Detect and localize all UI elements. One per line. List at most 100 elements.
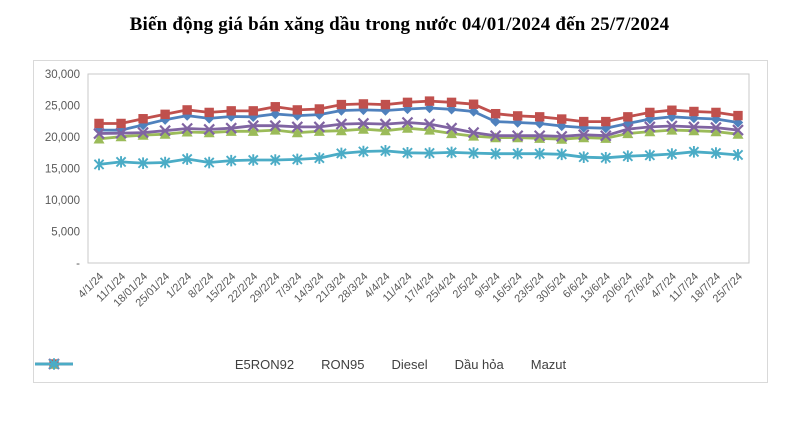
data-point-marker (247, 119, 260, 132)
data-point-marker (401, 116, 414, 129)
legend-item-dầu-hỏa: Dầu hỏa (35, 357, 504, 372)
data-point-marker (204, 107, 214, 118)
data-point-marker (732, 149, 744, 161)
legend-label: Diesel (391, 357, 428, 372)
data-point-marker (424, 147, 435, 159)
data-point-marker (93, 127, 105, 140)
data-point-marker (512, 147, 523, 160)
data-point-marker (137, 157, 149, 169)
data-point-marker (181, 126, 193, 137)
series-line-dầu-hỏa (97, 121, 740, 138)
data-point-marker (490, 147, 501, 160)
data-point-marker (357, 117, 370, 130)
data-point-marker (93, 133, 105, 144)
data-point-marker (622, 128, 634, 139)
data-point-marker (159, 128, 171, 139)
data-point-marker (623, 112, 633, 122)
data-point-marker (115, 127, 127, 139)
data-point-marker (335, 125, 347, 136)
data-point-marker (314, 152, 325, 164)
data-point-marker (402, 146, 413, 159)
data-point-marker (556, 148, 567, 161)
data-point-marker (291, 127, 303, 138)
data-point-marker (468, 147, 479, 159)
data-point-marker (182, 105, 192, 115)
data-point-marker (181, 122, 193, 135)
chart-title: Biến động giá bán xăng dầu trong nước 04… (129, 14, 670, 35)
plot-area-border (87, 73, 750, 264)
data-point-marker (490, 108, 501, 119)
data-point-marker (710, 147, 722, 159)
data-point-marker (732, 128, 744, 139)
data-point-marker (225, 122, 237, 134)
legend-label: Dầu hỏa (454, 357, 504, 372)
data-point-marker (116, 118, 126, 129)
data-point-marker (579, 116, 589, 127)
data-point-marker (336, 99, 347, 110)
data-point-marker (557, 114, 567, 124)
data-point-marker (358, 99, 369, 109)
data-point-marker (534, 147, 545, 160)
data-point-marker (512, 117, 523, 128)
data-point-marker (600, 129, 612, 142)
data-point-marker (226, 106, 236, 116)
data-point-marker (357, 123, 369, 134)
data-point-marker (292, 153, 303, 166)
data-point-marker (379, 125, 391, 136)
y-axis-tick-label: 20,000 (45, 132, 80, 144)
data-point-marker (666, 148, 678, 160)
legend-item-e5ron92: E5RON92 (35, 357, 295, 372)
price-line-chart: -5,00010,00015,00020,00025,00030,0004/1/… (45, 69, 750, 309)
data-point-marker (159, 124, 171, 137)
data-point-marker (247, 126, 259, 136)
data-point-marker (402, 97, 413, 108)
data-point-marker (511, 129, 524, 142)
data-point-marker (710, 113, 722, 125)
data-point-marker (644, 121, 656, 133)
legend-item-diesel: Diesel (35, 357, 428, 372)
data-point-marker (622, 150, 634, 163)
data-point-marker (181, 153, 193, 165)
data-point-marker (336, 147, 347, 160)
data-point-marker (555, 130, 568, 143)
data-point-marker (534, 112, 545, 122)
data-point-marker (423, 118, 436, 130)
data-point-marker (601, 116, 611, 127)
data-point-marker (644, 149, 656, 162)
legend-item-ron95: RON95 (35, 357, 364, 372)
data-point-marker (269, 124, 281, 135)
data-point-marker (445, 122, 458, 134)
data-point-marker (467, 126, 480, 139)
data-point-marker (137, 126, 149, 139)
data-point-marker (600, 151, 612, 164)
legend-label: Mazut (530, 357, 567, 372)
data-point-marker (270, 102, 280, 112)
data-point-marker (138, 114, 148, 124)
chart-legend: E5RON92 RON95 Diesel Dầu hỏa Mazut (34, 357, 767, 372)
data-point-marker (446, 97, 457, 108)
data-point-marker (556, 134, 568, 144)
data-point-marker (401, 122, 413, 133)
y-axis-tick-label: 15,000 (45, 164, 80, 176)
data-point-marker (291, 121, 304, 133)
data-point-marker (688, 146, 700, 158)
data-point-marker (577, 129, 590, 141)
data-point-marker (203, 156, 215, 169)
y-axis-tick-label: 10,000 (45, 195, 80, 207)
data-point-marker (225, 126, 237, 136)
data-point-marker (578, 151, 590, 163)
data-point-marker (533, 129, 546, 142)
data-point-marker (710, 126, 722, 137)
asterisk-marker-icon (35, 358, 73, 370)
data-point-marker (468, 99, 479, 109)
data-point-marker (644, 126, 656, 137)
data-point-marker (115, 156, 127, 168)
data-point-marker (336, 105, 347, 116)
data-point-marker (160, 109, 170, 120)
data-point-marker (732, 124, 744, 136)
data-point-marker (292, 105, 303, 115)
data-point-marker (489, 129, 502, 142)
legend-label: E5RON92 (234, 357, 295, 372)
data-point-marker (314, 104, 325, 114)
data-point-marker (203, 127, 215, 138)
